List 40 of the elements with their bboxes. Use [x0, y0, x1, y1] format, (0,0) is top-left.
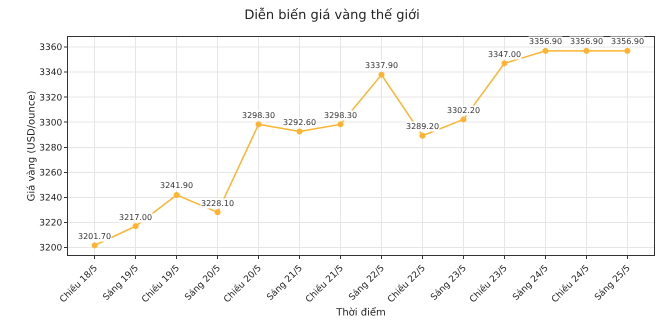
- y-tick-label: 3240: [39, 194, 62, 204]
- point: [501, 60, 508, 66]
- point: [460, 116, 466, 122]
- y-tick-label: 3280: [39, 143, 62, 154]
- y-tick-label: 3340: [39, 68, 62, 78]
- data-label: 3241.90: [160, 181, 194, 190]
- data-label: 3292.60: [283, 118, 316, 127]
- point: [419, 132, 426, 139]
- point: [92, 242, 98, 248]
- y-axis-title: Giá vàng (USD/ounce): [26, 90, 38, 202]
- data-label: 3289.20: [406, 122, 440, 131]
- y-tick-label: 3300: [39, 118, 62, 128]
- data-label: 3201.70: [78, 232, 112, 241]
- y-tick-label: 3260: [39, 168, 62, 178]
- y-tick-label: 3320: [39, 93, 62, 104]
- data-label: 3228.10: [201, 199, 234, 208]
- data-label: 3356.90: [570, 37, 604, 46]
- point: [132, 223, 139, 230]
- y-tick-label: 3220: [39, 218, 62, 229]
- data-label: 3347.00: [488, 50, 522, 59]
- data-label: 3298.30: [242, 111, 276, 120]
- y-tick-label: 3200: [39, 244, 62, 254]
- data-label: 3217.00: [119, 213, 152, 222]
- data-label: 3298.30: [324, 111, 358, 120]
- point: [214, 209, 221, 216]
- point: [583, 48, 590, 54]
- data-label: 3302.20: [447, 106, 480, 115]
- x-axis-title: Thời điểm: [335, 306, 386, 319]
- point: [378, 72, 384, 78]
- data-label: 3356.90: [611, 37, 644, 46]
- point: [542, 48, 548, 54]
- point: [256, 121, 262, 128]
- y-tick-label: 3360: [39, 43, 62, 54]
- data-label: 3356.90: [529, 37, 562, 46]
- point: [338, 121, 344, 128]
- point: [624, 48, 630, 54]
- point: [174, 192, 180, 198]
- point: [296, 128, 303, 134]
- data-label: 3337.90: [365, 61, 398, 70]
- chart-title: Diễn biến giá vàng thế giới: [244, 6, 420, 23]
